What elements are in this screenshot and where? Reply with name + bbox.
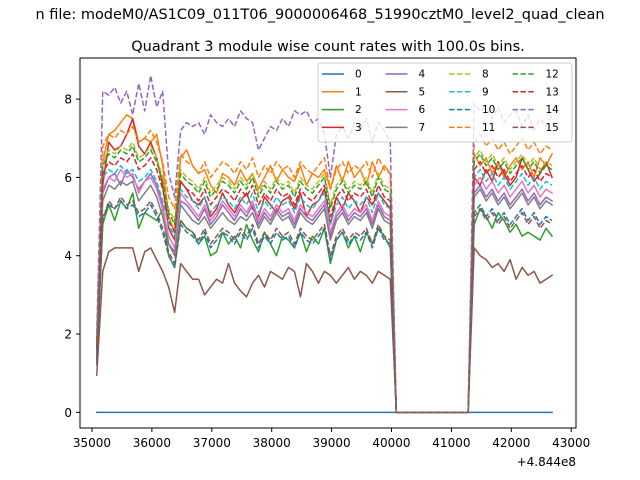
legend-box xyxy=(317,62,573,143)
series-line-5 xyxy=(95,247,554,414)
y-axis: 0 2 4 6 8 xyxy=(64,93,80,420)
series-line-6 xyxy=(95,168,554,414)
x-tick-label: 35000 xyxy=(73,436,111,450)
series-line-11 xyxy=(96,125,553,414)
legend-label-0: 0 xyxy=(355,69,362,81)
legend-label-12: 12 xyxy=(546,69,559,81)
x-tick-label: 39000 xyxy=(313,436,351,450)
legend-label-9: 9 xyxy=(482,86,489,98)
x-axis: 35000 36000 37000 38000 39000 40000 41000 42000… xyxy=(73,428,590,450)
y-tick-label: 2 xyxy=(64,328,72,342)
legend-label-1: 1 xyxy=(355,86,362,98)
legend-label-10: 10 xyxy=(482,104,495,116)
x-tick-label: 40000 xyxy=(372,436,410,450)
legend-label-5: 5 xyxy=(419,86,426,98)
series-line-15 xyxy=(96,196,553,414)
x-tick-label: 42000 xyxy=(492,436,530,450)
series-line-12 xyxy=(96,145,553,414)
plot-frame xyxy=(79,57,577,429)
y-tick-label: 8 xyxy=(64,93,72,107)
y-tick-label: 0 xyxy=(64,406,72,420)
y-tick-label: 6 xyxy=(64,171,72,185)
series-line-10 xyxy=(96,200,553,414)
chart-title: Quadrant 3 module wise count rates with … xyxy=(131,39,525,55)
series-line-7 xyxy=(95,180,554,414)
legend-label-15: 15 xyxy=(546,122,559,134)
x-tick-label: 38000 xyxy=(253,436,291,450)
legend-label-2: 2 xyxy=(355,104,362,116)
series-layer xyxy=(95,74,554,414)
legend-label-8: 8 xyxy=(482,69,489,81)
x-tick-label: 36000 xyxy=(133,436,171,450)
x-tick-label: 37000 xyxy=(193,436,231,450)
legend-label-4: 4 xyxy=(419,69,426,81)
series-line-8 xyxy=(96,141,553,414)
legend-label-14: 14 xyxy=(546,104,560,116)
legend-label-3: 3 xyxy=(355,122,362,134)
series-line-13 xyxy=(96,153,553,414)
legend-label-13: 13 xyxy=(546,86,559,98)
chart-suptitle: n file: modeM0/AS1C09_011T06_9000006468_… xyxy=(35,7,604,23)
legend-label-6: 6 xyxy=(419,104,426,116)
series-line-9 xyxy=(96,164,553,414)
legend-label-7: 7 xyxy=(419,122,426,134)
x-tick-label: 43000 xyxy=(552,436,590,450)
x-tick-label: 41000 xyxy=(432,436,470,450)
legend-label-11: 11 xyxy=(482,122,495,134)
y-tick-label: 4 xyxy=(64,249,72,263)
x-offset-label: +4.844e8 xyxy=(517,455,576,469)
